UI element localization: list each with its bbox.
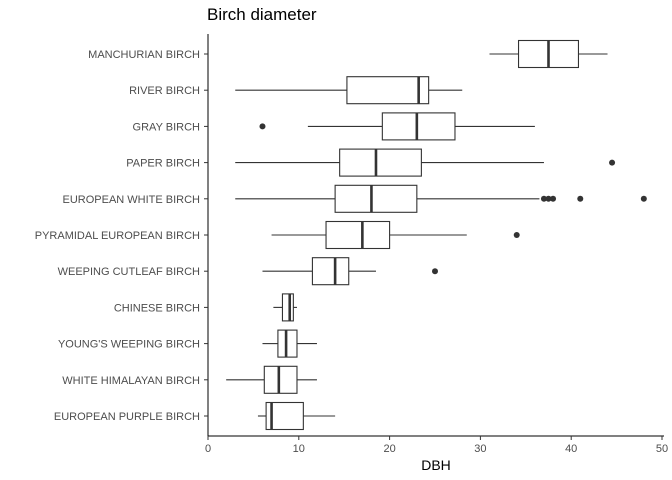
category-label: PAPER BIRCH <box>126 158 200 170</box>
outlier-point <box>513 232 520 238</box>
box-group <box>235 76 463 105</box>
box-iqr <box>277 329 298 358</box>
plot-area <box>226 39 647 431</box>
box-iqr <box>381 112 456 141</box>
outlier-point <box>577 195 584 202</box>
outlier-point <box>545 195 552 202</box>
box-iqr <box>334 184 418 213</box>
box-group <box>262 329 317 358</box>
box-iqr <box>263 365 298 394</box>
x-tick-label: 40 <box>565 443 577 455</box>
x-axis-ticks: 0 10 20 30 40 50 <box>205 436 668 455</box>
box-iqr <box>339 148 422 177</box>
box-group <box>262 257 438 286</box>
box-group <box>489 39 608 69</box>
box-group <box>235 148 616 177</box>
outlier-point <box>540 195 547 202</box>
outlier-point <box>640 195 647 202</box>
category-label: GRAY BIRCH <box>133 121 200 133</box>
category-label: MANCHURIAN BIRCH <box>88 49 200 61</box>
box-iqr <box>346 76 430 105</box>
box-group <box>273 293 297 322</box>
x-tick-label: 0 <box>205 443 211 455</box>
outlier-point <box>259 123 266 130</box>
x-tick-label: 30 <box>474 443 486 455</box>
box-group <box>257 401 336 431</box>
box-group <box>235 184 647 213</box>
category-label: EUROPEAN PURPLE BIRCH <box>54 411 200 423</box>
x-tick-label: 50 <box>656 443 668 455</box>
outlier-point <box>432 268 438 275</box>
category-label: RIVER BIRCH <box>129 85 200 97</box>
box-group <box>226 365 317 394</box>
category-label: EUROPEAN WHITE BIRCH <box>62 194 200 206</box>
y-axis-labels: MANCHURIAN BIRCH RIVER BIRCH GRAY BIRCH PAP… <box>35 49 208 423</box>
x-tick-label: 20 <box>383 443 395 455</box>
x-axis-title: DBH <box>421 457 451 473</box>
category-label: PYRAMIDAL EUROPEAN BIRCH <box>35 230 200 242</box>
category-label: WHITE HIMALAYAN BIRCH <box>62 375 200 387</box>
category-label: CHINESE BIRCH <box>114 302 200 314</box>
box-group <box>271 220 520 250</box>
chart-title: Birch diameter <box>207 5 317 24</box>
outlier-point <box>550 195 557 202</box>
box-group <box>259 112 535 141</box>
box-iqr <box>311 257 350 286</box>
category-label: YOUNG'S WEEPING BIRCH <box>58 339 200 351</box>
box-iqr <box>325 220 391 250</box>
outlier-point <box>609 159 616 166</box>
category-label: WEEPING CUTLEAF BIRCH <box>58 266 200 278</box>
box-iqr <box>281 293 294 322</box>
x-tick-label: 10 <box>293 443 305 455</box>
